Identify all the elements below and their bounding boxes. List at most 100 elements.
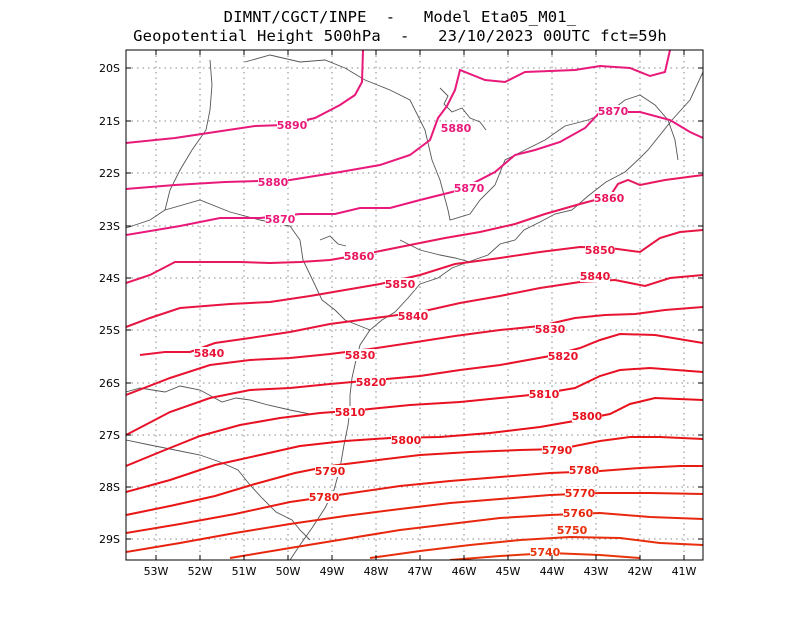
lat-label: 23S (99, 220, 120, 233)
contour-label: 5800 (572, 410, 603, 423)
label-5850: 5850 (385, 278, 416, 291)
lake (439, 87, 487, 131)
contour-label: 5770 (565, 487, 596, 500)
contour-label: 5880 (258, 176, 289, 189)
label-5820: 5820 (356, 376, 387, 389)
label-5860: 5860 (594, 192, 625, 205)
label-5810: 5810 (335, 406, 366, 419)
label-5840: 5840 (194, 347, 225, 360)
contour-5830 (126, 306, 703, 396)
lon-label: 45W (496, 565, 521, 578)
lat-label: 28S (99, 481, 120, 494)
label-5890: 5890 (277, 119, 308, 132)
contour-5890 (126, 50, 364, 144)
map-frame (125, 49, 704, 561)
label-5780: 5780 (309, 491, 340, 504)
coastline (289, 71, 703, 560)
label-5880: 5880 (258, 176, 289, 189)
contour-label: 5750 (557, 524, 588, 537)
lat-label: 21S (99, 115, 120, 128)
label-5810: 5810 (529, 388, 560, 401)
contour-label: 5850 (585, 244, 616, 257)
lon-label: 49W (320, 565, 345, 578)
contour-label: 5790 (542, 444, 573, 457)
state-border (126, 439, 311, 541)
title-line-2: Geopotential Height 500hPa - 23/10/2023 … (133, 27, 667, 45)
lon-label: 42W (628, 565, 653, 578)
contour-label: 5840 (398, 310, 429, 323)
lon-label: 47W (408, 565, 433, 578)
label-5800: 5800 (572, 410, 603, 423)
label-5860: 5860 (344, 250, 375, 263)
contour-label: 5880 (441, 122, 472, 135)
contour-5820 (126, 332, 703, 436)
contour-5800 (126, 396, 703, 493)
contour-label: 5860 (594, 192, 625, 205)
label-5820: 5820 (548, 350, 579, 363)
contour-label: 5790 (315, 465, 346, 478)
lat-labels: 20S 21S 22S 23S 24S 25S 26S 27S 28S 29S (99, 62, 120, 546)
contour-label: 5810 (529, 388, 560, 401)
contour-label: 5820 (356, 376, 387, 389)
label-5760: 5760 (563, 507, 594, 520)
lon-label: 53W (144, 565, 169, 578)
label-5840: 5840 (398, 310, 429, 323)
contour-label: 5740 (530, 546, 561, 559)
label-5870: 5870 (598, 105, 629, 118)
contour-label: 5780 (309, 491, 340, 504)
contour-label: 5890 (277, 119, 308, 132)
contour-label: 5870 (454, 182, 485, 195)
lat-label: 25S (99, 324, 120, 337)
contour-5770 (126, 492, 703, 553)
contour-label: 5840 (580, 270, 611, 283)
contour-label: 5850 (385, 278, 416, 291)
lon-label: 51W (232, 565, 257, 578)
state-border (244, 54, 679, 221)
contour-label: 5840 (194, 347, 225, 360)
lat-label: 26S (99, 377, 120, 390)
label-5850: 5850 (585, 244, 616, 257)
contour-5750 (369, 535, 703, 559)
contour-label: 5760 (563, 507, 594, 520)
label-5740: 5740 (530, 546, 561, 559)
lake (319, 235, 347, 247)
contour-label: 5830 (345, 349, 376, 362)
lon-label: 46W (452, 565, 477, 578)
contour-5790 (126, 436, 703, 516)
contour-label: 5830 (535, 323, 566, 336)
label-5830: 5830 (535, 323, 566, 336)
contour-label: 5860 (344, 250, 375, 263)
contour-5760 (229, 511, 703, 559)
contour-label: 5810 (335, 406, 366, 419)
contour-label: 5820 (548, 350, 579, 363)
axis-ticks (126, 50, 703, 560)
label-5870: 5870 (265, 213, 296, 226)
state-border (399, 239, 471, 263)
label-5790: 5790 (542, 444, 573, 457)
contour-label: 5870 (265, 213, 296, 226)
label-5790: 5790 (315, 465, 346, 478)
contour-5810 (126, 366, 703, 467)
contour-label: 5800 (391, 434, 422, 447)
lat-label: 29S (99, 533, 120, 546)
lon-labels: 53W 52W 51W 50W 49W 48W 47W 46W 45W 44W … (144, 565, 697, 578)
contour-5850 (126, 229, 703, 328)
contour-label: 5870 (598, 105, 629, 118)
title-line-1: DIMNT/CGCT/INPE - Model Eta05_M01_ (223, 8, 577, 26)
contour-5860 (126, 174, 703, 284)
state-border (126, 209, 166, 229)
contour-5780 (126, 465, 703, 534)
lon-label: 44W (540, 565, 565, 578)
label-5800: 5800 (391, 434, 422, 447)
label-5750: 5750 (557, 524, 588, 537)
label-5780: 5780 (569, 464, 600, 477)
label-5880: 5880 (441, 122, 472, 135)
lat-label: 27S (99, 429, 120, 442)
state-border (164, 59, 371, 331)
lat-label: 20S (99, 62, 120, 75)
lon-label: 48W (364, 565, 389, 578)
contour-labels: 5890 5880 5880 5870 5870 5870 5860 5860 … (194, 105, 629, 559)
lon-label: 50W (276, 565, 301, 578)
lon-label: 41W (672, 565, 697, 578)
